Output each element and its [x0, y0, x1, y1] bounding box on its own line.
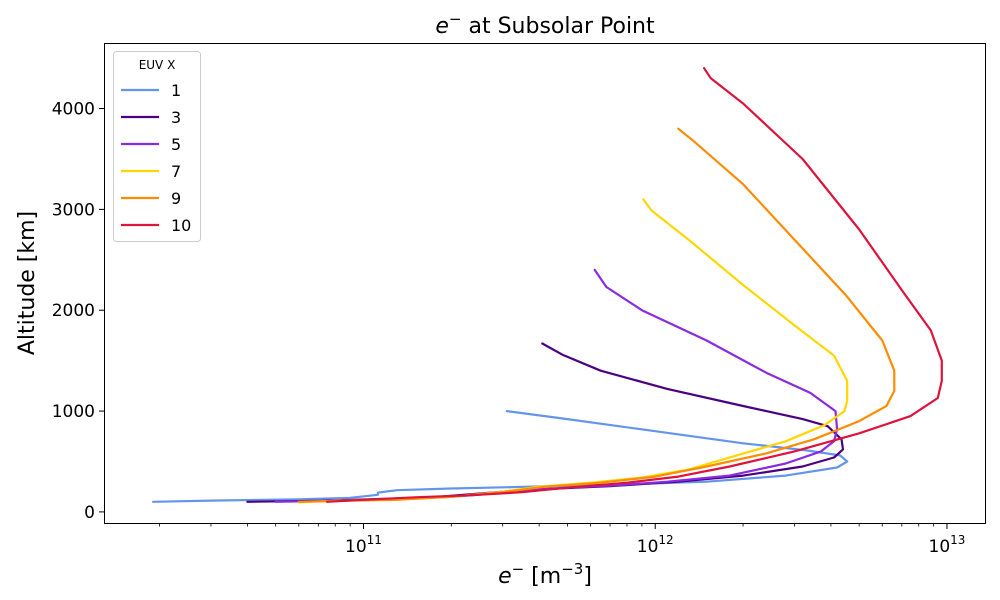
chart-title-base: e [435, 14, 449, 39]
legend-label-10: 10 [171, 216, 191, 235]
chart-title-sup: − [449, 10, 462, 28]
chart-title-rest: at Subsolar Point [461, 14, 655, 39]
series-lines [152, 67, 943, 504]
x-axis-label-sup: − [512, 560, 525, 578]
y-axis-label: Altitude [km] [15, 211, 40, 355]
legend-items: 1 3 5 7 9 10 [121, 81, 191, 235]
legend-label-5: 5 [171, 135, 181, 154]
y-tick-label: 2000 [52, 301, 95, 321]
x-axis-label-unit-end: ] [583, 564, 592, 589]
legend-title: EUV X [139, 58, 176, 72]
legend-label-3: 3 [171, 108, 181, 127]
legend-label-7: 7 [171, 162, 181, 181]
series-line-10 [325, 67, 943, 503]
x-axis-label: e− [m−3] [498, 560, 592, 589]
x-axis-label-unit: [m [524, 564, 561, 589]
legend-label-1: 1 [171, 81, 181, 100]
x-tick-label: 1011 [345, 533, 382, 557]
y-tick-label: 3000 [52, 200, 95, 220]
legend-label-9: 9 [171, 189, 181, 208]
x-axis-label-unit-sup: −3 [561, 560, 583, 578]
x-axis-ticks: 1011 1012 1013 [159, 523, 966, 557]
chart-title: e− at Subsolar Point [435, 10, 655, 39]
plot-frame [104, 43, 986, 524]
x-tick-label: 1012 [637, 533, 674, 557]
legend: EUV X 1 3 5 7 9 10 [113, 51, 201, 242]
y-axis-ticks: 0 1000 2000 3000 4000 [52, 100, 105, 523]
y-tick-label: 4000 [52, 100, 95, 120]
x-tick-label: 1013 [929, 533, 966, 557]
legend-box [113, 51, 201, 242]
x-axis-label-base: e [498, 564, 512, 589]
y-tick-label: 1000 [52, 402, 95, 422]
y-tick-label: 0 [84, 503, 95, 523]
